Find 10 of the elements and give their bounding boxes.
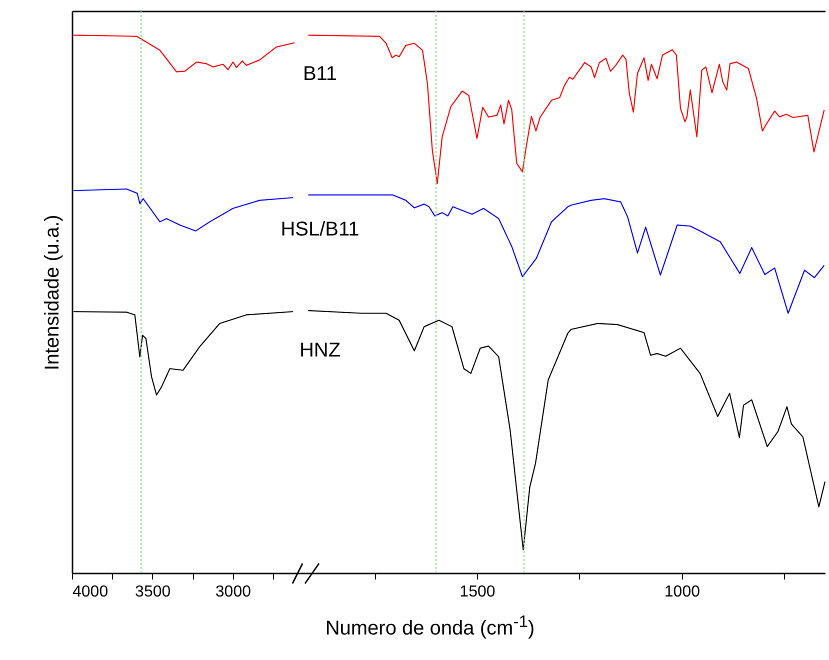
x-tick-label: 4000 [72,584,108,600]
x-tick-label: 1500 [460,584,496,600]
x-axis-title: Numero de onda (cm$^{-1}$) [324,612,536,641]
x-tick-label: 3500 [135,584,171,600]
y-axis-title: Intensidade (u.a.) [42,214,64,370]
series-label: HNZ [299,340,341,362]
x-tick-label: 1000 [664,584,700,600]
series-label: B11 [302,63,338,86]
x-tick-label: 3000 [215,584,252,600]
series-label: HSL/B11 [280,218,360,241]
